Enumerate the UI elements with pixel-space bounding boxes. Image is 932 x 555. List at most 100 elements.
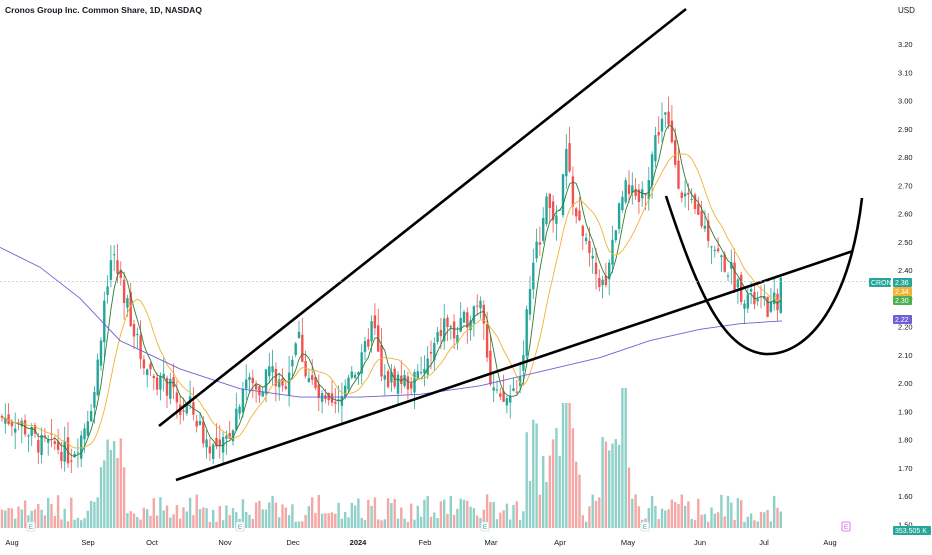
volume-bar <box>320 513 324 528</box>
volume-bar <box>396 518 400 528</box>
candle-body <box>611 239 614 265</box>
volume-bar <box>482 509 485 528</box>
volume-bar <box>344 511 347 528</box>
volume-bar <box>416 505 419 528</box>
volume-bar <box>443 499 446 528</box>
volume-bar <box>604 441 608 528</box>
wedge-lower-trendline <box>175 249 854 482</box>
volume-bar <box>452 514 456 528</box>
earnings-marker-label: E <box>238 524 243 531</box>
volume-bar <box>235 512 238 528</box>
volume-bar <box>743 521 746 528</box>
candle-body <box>33 424 37 434</box>
candle-body <box>195 420 198 427</box>
volume-bar <box>109 449 113 528</box>
candle-body <box>469 320 472 331</box>
volume-bar <box>703 514 707 528</box>
volume-bar <box>581 515 584 528</box>
volume-bar <box>116 458 119 528</box>
volume-bar <box>304 514 307 528</box>
candle-body <box>4 418 7 424</box>
candle-body <box>617 203 621 230</box>
candle-body <box>291 359 294 367</box>
candle-body <box>116 260 119 274</box>
candle-body <box>588 240 591 253</box>
volume-bar <box>509 519 512 528</box>
candle-body <box>644 193 647 196</box>
volume-bar <box>614 439 617 528</box>
volume-bar <box>50 504 53 528</box>
candle-body <box>122 279 126 304</box>
volume-bar <box>578 474 581 528</box>
candle-body <box>93 391 96 408</box>
y-tick-label: 3.00 <box>898 97 913 106</box>
volume-bar <box>575 461 578 528</box>
volume-bar <box>0 509 4 528</box>
volume-bar <box>492 501 495 528</box>
volume-bar <box>426 495 429 528</box>
candle-body <box>14 428 17 433</box>
volume-bar <box>677 504 680 528</box>
volume-bars <box>0 388 782 528</box>
candle-body <box>202 421 205 444</box>
candle-body <box>60 451 63 462</box>
candle-body <box>165 377 169 396</box>
earnings-marker-label: E <box>29 524 34 531</box>
moving-averages <box>0 124 783 457</box>
candle-body <box>601 279 604 286</box>
candle-body <box>86 421 89 436</box>
volume-bar <box>70 497 73 528</box>
candle-body <box>693 194 697 210</box>
volume-bar <box>400 507 403 528</box>
x-tick-label: Mar <box>485 538 498 547</box>
time-axis[interactable]: Aug Sep Oct Nov Dec 2024 Feb Mar Apr May Jun Jul Aug <box>5 538 836 547</box>
volume-bar <box>697 498 700 528</box>
candle-body <box>571 176 575 207</box>
price-axis[interactable]: 3.20 3.10 3.00 2.90 2.80 2.70 2.60 2.50 2.40 2.30… <box>898 40 913 529</box>
volume-bar <box>380 520 383 528</box>
candle-body <box>350 371 353 378</box>
volume-bar <box>621 388 624 528</box>
candle-body <box>449 326 452 328</box>
volume-bar <box>505 503 509 528</box>
y-tick-label: 3.10 <box>898 68 913 77</box>
candle-body <box>548 193 551 209</box>
volume-bar <box>548 455 551 528</box>
candle-body <box>535 241 538 259</box>
volume-bar <box>617 444 621 528</box>
candle-body <box>426 358 429 375</box>
trendline-drawings <box>0 7 888 482</box>
volume-bar <box>172 514 175 528</box>
candle-body <box>433 343 436 361</box>
candle-body <box>456 334 459 344</box>
candle-body <box>730 262 733 269</box>
volume-bar <box>769 521 773 528</box>
candle-body <box>367 339 370 347</box>
candle-body <box>664 112 667 115</box>
candle-body <box>307 377 311 383</box>
volume-bar <box>674 501 677 528</box>
candle-body <box>370 321 373 342</box>
x-tick-label: May <box>621 538 635 547</box>
candle-body <box>274 368 278 387</box>
volume-bar <box>710 507 713 528</box>
volume-bar <box>330 512 334 528</box>
volume-bar <box>212 509 215 528</box>
volume-bar <box>749 513 753 528</box>
volume-bar <box>278 517 281 528</box>
candle-body <box>515 391 518 393</box>
candle-body <box>106 286 109 296</box>
volume-bar <box>251 519 254 528</box>
volume-bar <box>106 439 109 528</box>
volume-bar <box>733 519 736 528</box>
candle-body <box>677 160 680 189</box>
candle-body <box>419 372 423 374</box>
volume-bar <box>664 510 667 528</box>
candle-body <box>476 305 479 307</box>
candle-body <box>396 374 400 394</box>
candle-body <box>390 371 393 383</box>
candle-body <box>119 269 122 278</box>
candle-body <box>683 193 687 197</box>
candle-body <box>159 376 162 390</box>
